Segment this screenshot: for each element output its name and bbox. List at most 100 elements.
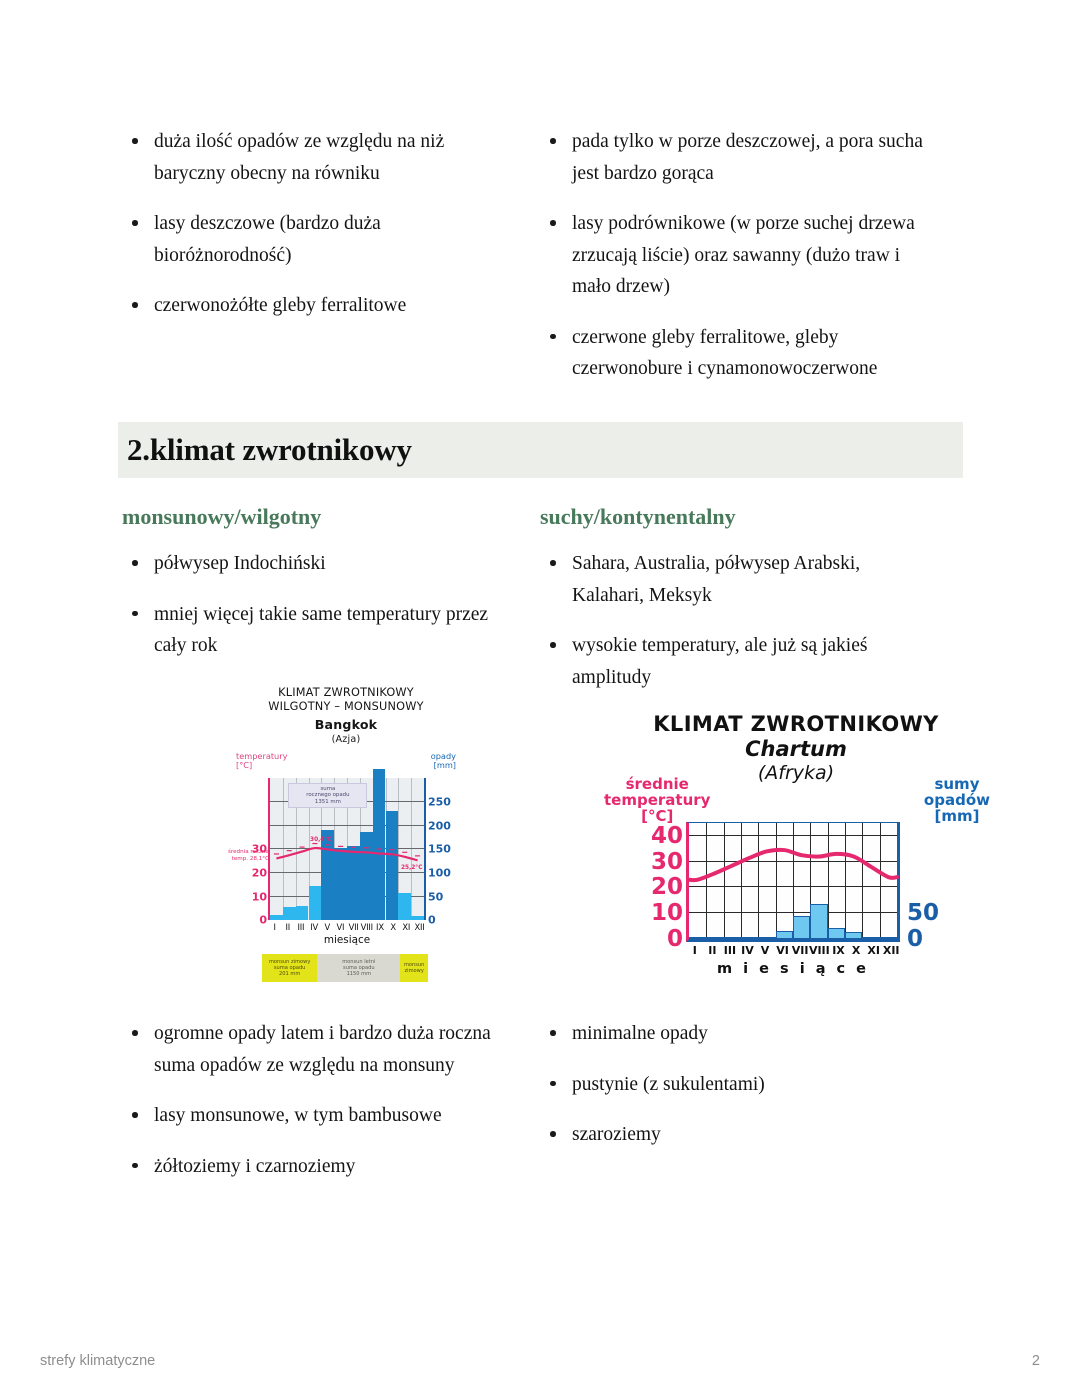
precipitation-bar — [282, 907, 296, 921]
temp-tick-label: 20 — [650, 874, 683, 901]
gridline-horizontal — [689, 834, 897, 836]
precipitation-bar — [270, 915, 283, 921]
temp-tick-label: 10 — [650, 900, 683, 927]
precip-tick-label: 250 — [428, 795, 451, 809]
month-tick-label: III — [723, 944, 737, 957]
bangkok-city: Bangkok — [314, 716, 378, 732]
month-tick-label: I — [692, 944, 697, 957]
month-tick-label: X — [390, 922, 396, 933]
gridline-vertical — [411, 778, 413, 921]
chartum-title: KLIMAT ZWROTNIKOWY — [653, 712, 939, 736]
chartum-body: średnie temperatury [°C] sumy opadów [mm… — [600, 744, 992, 977]
gridline-vertical — [862, 823, 864, 939]
month-tick-label: XII — [414, 922, 425, 933]
subheading-monsunowy: monsunowy/wilgotny — [122, 504, 322, 529]
bangkok-monsoon-strips: monsun zimowy suma opadu 201 mm monsun le… — [262, 954, 428, 983]
month-tick-label: V — [324, 922, 331, 933]
bangkok-plot-area: 0 50 100 150 200 250 0 10 20 30 suma rocznego opad… — [228, 768, 451, 927]
list-item: ogromne opady latem i bardzo duża roczna… — [122, 1018, 518, 1081]
subheading-left-wrap: monsunowy/wilgotny — [122, 504, 540, 530]
peak-temp-label: 30,4°C — [310, 836, 332, 843]
temperature-curve — [270, 778, 424, 920]
gridline-horizontal — [689, 886, 897, 888]
gridline-vertical — [827, 823, 829, 939]
precipitation-bar — [810, 904, 828, 939]
precipitation-bar — [845, 932, 863, 939]
month-tick-label: VI — [776, 944, 789, 957]
subheading-suchy: suchy/kontynentalny — [540, 504, 736, 529]
chartum-region: (Afryka) — [757, 762, 835, 784]
top-bullets-row: duża ilość opadów ze względu na niż bary… — [122, 126, 958, 385]
month-tick-label: XII — [882, 944, 900, 957]
list-item: lasy podrównikowe (w porze suchej drzewa… — [540, 208, 936, 303]
gridline-vertical — [879, 823, 881, 939]
temp-tick-label: 10 — [251, 890, 267, 904]
bangkok-axis-labels: temperatury [°C] opady [mm] — [236, 752, 456, 778]
month-tick-label: XI — [867, 944, 880, 957]
chartum-city: Chartum — [745, 737, 847, 761]
section-heading-band: 2.klimat zwrotnikowy — [118, 422, 963, 478]
mid-left-bullet-list: półwysep Indochiński mniej więcej takie … — [122, 548, 518, 662]
temp-tick-label: 30 — [251, 842, 267, 856]
precipitation-bar — [793, 915, 811, 939]
gridline-horizontal — [689, 860, 897, 862]
gridline-vertical — [282, 778, 284, 921]
subheading-right-wrap: suchy/kontynentalny — [540, 504, 958, 530]
climate-diagram-bangkok: KLIMAT ZWROTNIKOWY WILGOTNY – MONSUNOWY … — [228, 686, 456, 983]
month-tick-label: VIII — [808, 944, 830, 957]
month-tick-label: IX — [832, 944, 845, 957]
precipitation-bar — [827, 927, 845, 939]
bottom-right-column: minimalne opady pustynie (z sukulentami)… — [540, 1018, 958, 1182]
precipitation-bar — [706, 937, 724, 939]
gridline-vertical — [793, 823, 794, 939]
precipitation-bar — [398, 893, 412, 921]
precipitation-bar — [741, 937, 759, 939]
precipitation-bar — [862, 937, 880, 939]
bangkok-left-axis-label: temperatury [°C] — [236, 751, 288, 771]
list-item: Sahara, Australia, półwysep Arabski, Kal… — [540, 548, 936, 611]
list-item: pustynie (z sukulentami) — [540, 1069, 936, 1101]
list-item: lasy deszczowe (bardzo duża bioróżnorodn… — [122, 208, 518, 271]
monsoon-strip-winter: monsun zimowy suma opadu 201 mm — [262, 954, 318, 983]
top-right-bullet-list: pada tylko w porze deszczowej, a pora su… — [540, 126, 936, 385]
gridline-vertical — [758, 823, 760, 939]
bangkok-month-axis: I II III IV V VI VII VIII IX X XI XII — [268, 922, 426, 932]
bangkok-subtitle: WILGOTNY – MONSUNOWY — [268, 700, 424, 714]
footer-page-number: 2 — [1031, 1353, 1040, 1369]
list-item: żółtoziemy i czarnoziemy — [122, 1151, 518, 1183]
chartum-month-axis: I II III IV V VI VII VIII IX X XI XII — [686, 944, 900, 957]
temp-tick-label: 20 — [251, 866, 267, 880]
top-left-bullet-list: duża ilość opadów ze względu na niż bary… — [122, 126, 518, 322]
precipitation-bar — [758, 936, 776, 939]
gridline-vertical — [810, 823, 812, 939]
precip-tick-label: 0 — [428, 913, 436, 927]
precipitation-bar — [775, 930, 793, 939]
precipitation-bar — [308, 886, 322, 921]
mid-right-column: Sahara, Australia, półwysep Arabski, Kal… — [540, 548, 958, 693]
list-item: minimalne opady — [540, 1018, 936, 1050]
mid-bullets-row: półwysep Indochiński mniej więcej takie … — [122, 548, 958, 693]
chartum-plot-area: 0 10 20 30 40 0 50 — [651, 822, 939, 952]
bangkok-right-axis-label: opady [mm] — [430, 751, 456, 771]
precipitation-bar — [723, 937, 741, 939]
list-item: pada tylko w porze deszczowej, a pora su… — [540, 126, 936, 189]
mid-left-column: półwysep Indochiński mniej więcej takie … — [122, 548, 540, 693]
month-tick-label: II — [285, 922, 291, 933]
annual-precip-note: suma rocznego opadu 1351 mm — [288, 782, 368, 809]
list-item: mniej więcej takie same temperatury prze… — [122, 599, 518, 662]
precipitation-bar — [295, 905, 309, 921]
gridline-horizontal — [270, 824, 424, 826]
temp-tick-label: 40 — [650, 822, 683, 849]
bottom-right-bullet-list: minimalne opady pustynie (z sukulentami)… — [540, 1018, 936, 1151]
bottom-left-column: ogromne opady latem i bardzo duża roczna… — [122, 1018, 540, 1182]
precipitation-bar — [321, 830, 335, 921]
list-item: duża ilość opadów ze względu na niż bary… — [122, 126, 518, 189]
gridline-vertical — [295, 778, 297, 921]
precipitation-bar — [334, 848, 347, 921]
gridline-vertical — [706, 823, 708, 939]
list-item: czerwonożółte gleby ferralitowe — [122, 290, 518, 322]
list-item: czerwone gleby ferralitowe, gleby czerwo… — [540, 322, 936, 385]
chartum-right-axis-label: sumy opadów [mm] — [923, 775, 990, 826]
month-tick-label: IV — [741, 944, 754, 957]
chartum-left-axis-label: średnie temperatury [°C] — [604, 775, 711, 826]
